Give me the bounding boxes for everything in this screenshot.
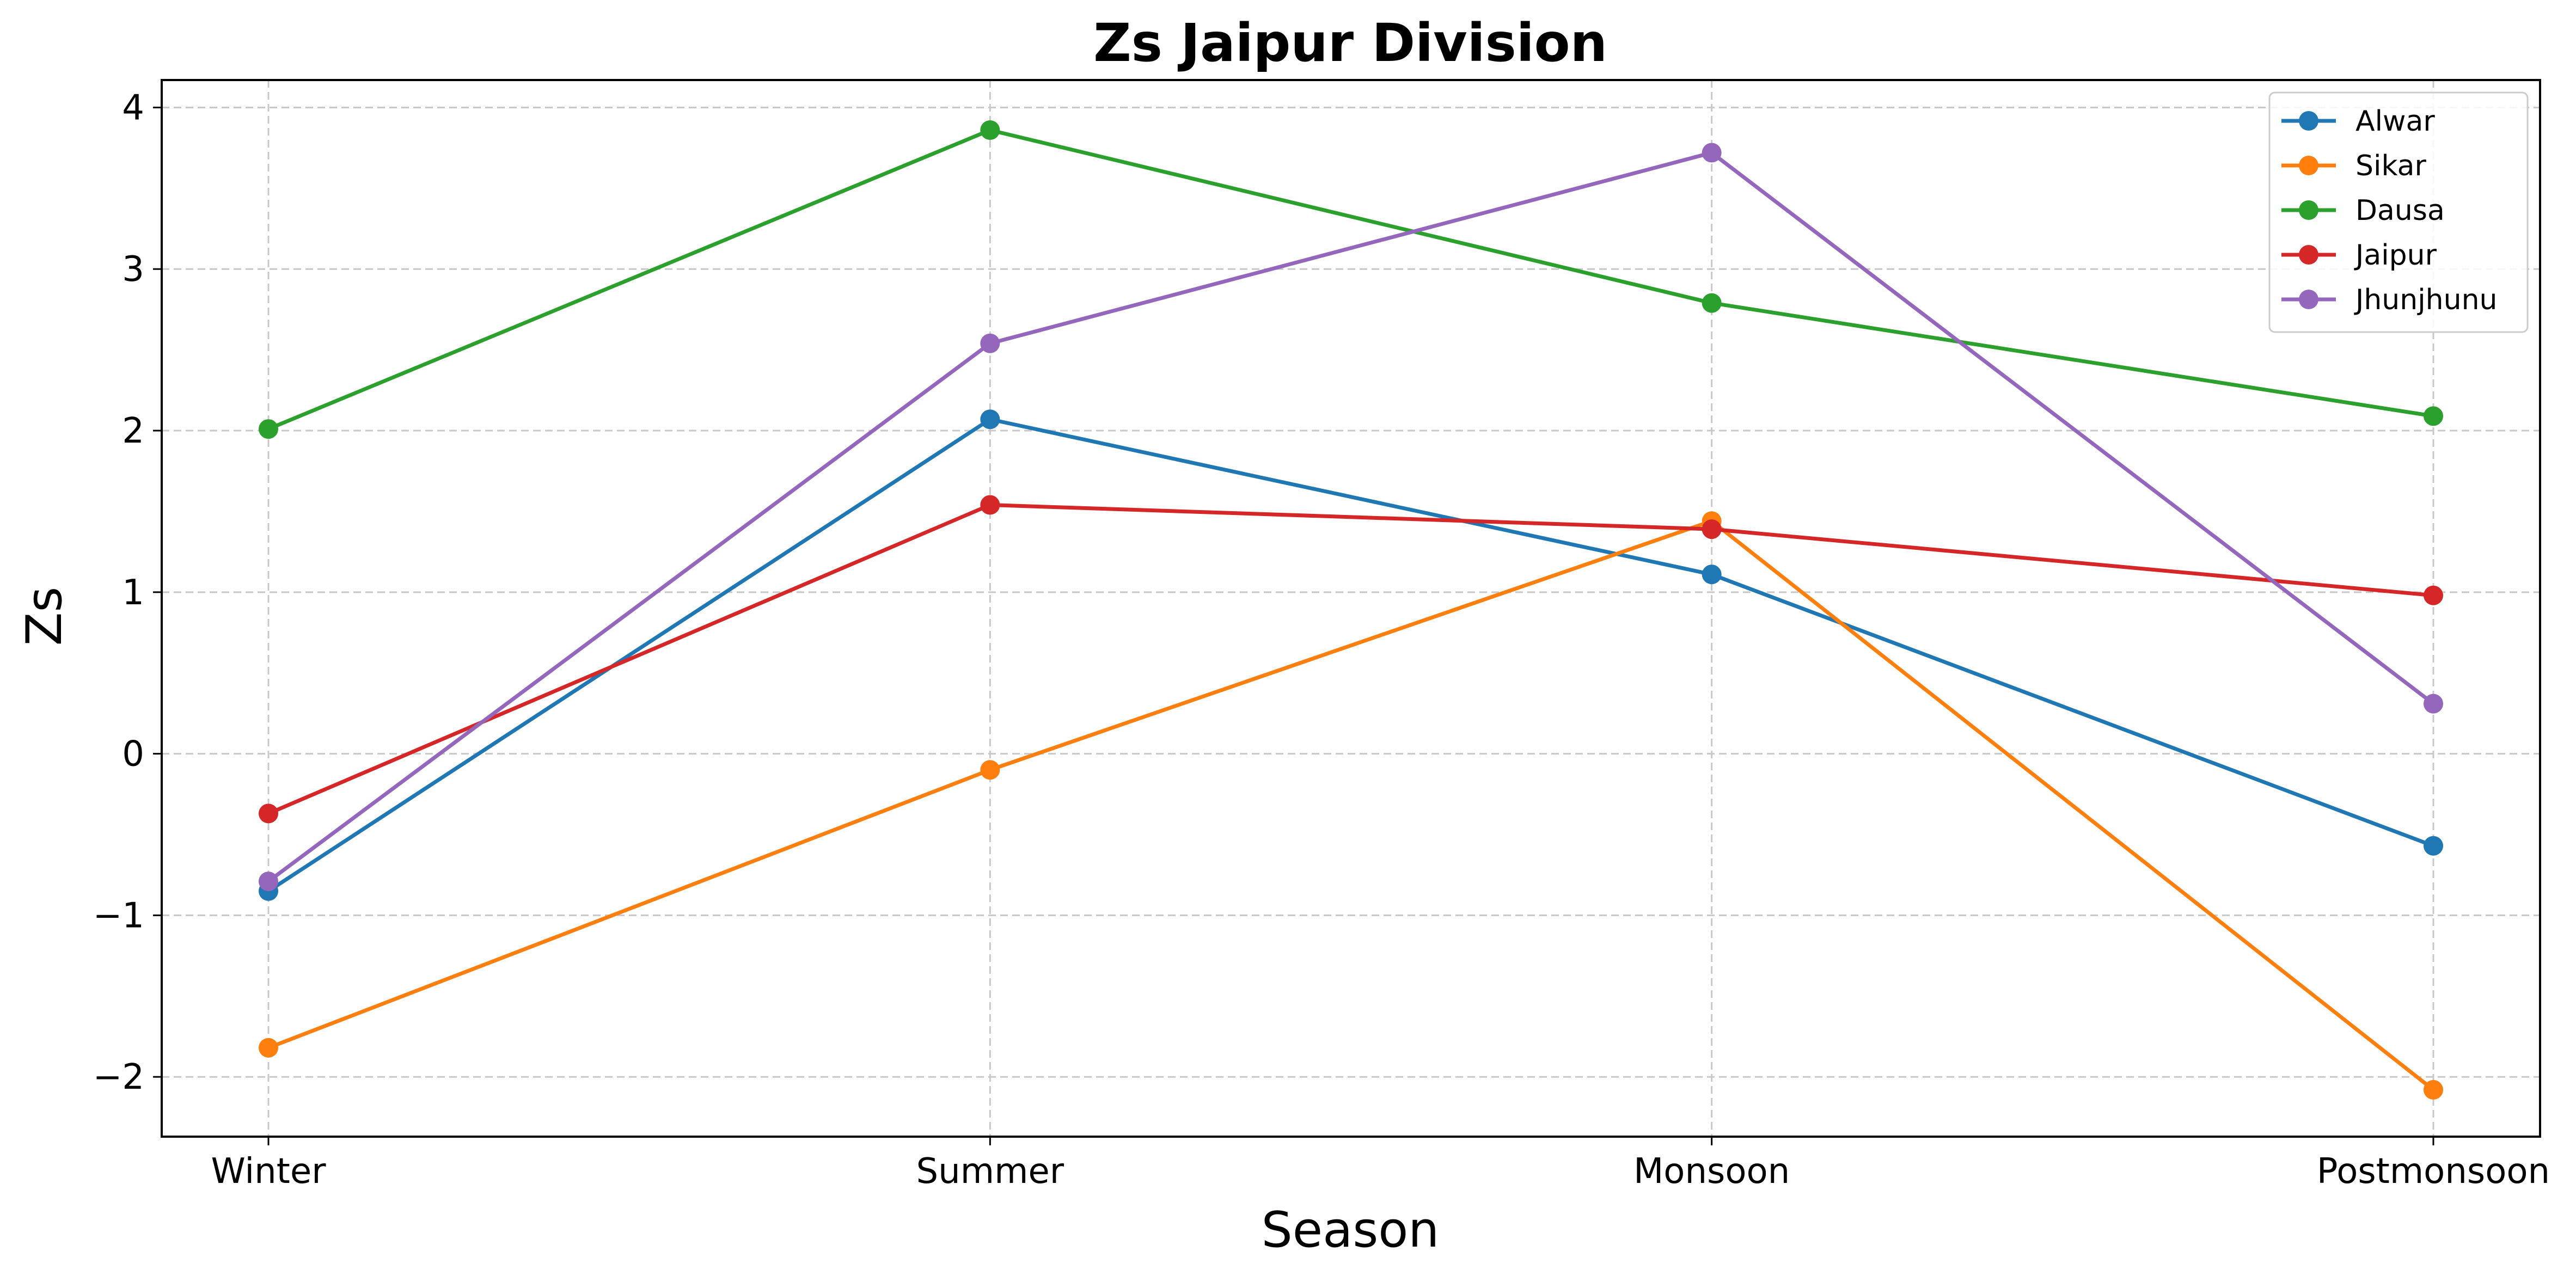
data-point-jhunjhunu — [1702, 143, 1722, 163]
data-point-dausa — [259, 419, 278, 439]
series-jhunjhunu — [259, 143, 2443, 892]
y-tick-label: −2 — [93, 1057, 144, 1097]
data-point-jaipur — [2424, 585, 2443, 605]
legend-swatch-marker — [2299, 245, 2318, 265]
data-point-jaipur — [259, 803, 278, 824]
legend-swatch-marker — [2299, 290, 2318, 309]
data-point-alwar — [980, 409, 1000, 430]
data-point-dausa — [2424, 406, 2443, 426]
y-tick-label: 3 — [122, 249, 144, 290]
data-point-sikar — [980, 760, 1000, 780]
series-line-jaipur — [267, 503, 2434, 815]
legend-swatch-marker — [2299, 111, 2318, 131]
x-axis-ticks: Winter Summer Monsoon Postmonsoon — [211, 1137, 2550, 1192]
legend-item-dausa: Dausa — [2281, 194, 2445, 227]
x-tick-label: Summer — [916, 1151, 1064, 1192]
gridlines — [162, 80, 2540, 1137]
data-point-dausa — [980, 120, 1000, 140]
legend-item-sikar: Sikar — [2281, 150, 2427, 182]
y-axis-ticks: −2 −1 0 1 2 3 4 — [93, 88, 162, 1097]
series-layer — [259, 120, 2443, 1100]
data-point-jaipur — [1702, 519, 1722, 539]
legend-swatch-marker — [2299, 200, 2318, 220]
x-tick-label: Winter — [211, 1151, 327, 1192]
legend-frame — [2268, 91, 2529, 333]
x-tick-label: Monsoon — [1633, 1151, 1790, 1192]
legend-label: Jaipur — [2354, 239, 2437, 272]
y-tick-label: 4 — [122, 88, 144, 128]
legend-item-jhunjhunu: Jhunjhunu — [2281, 284, 2497, 316]
x-tick-label: Postmonsoon — [2317, 1151, 2550, 1192]
series-line-sikar — [267, 519, 2435, 1091]
y-tick-label: 0 — [122, 734, 144, 775]
data-point-jaipur — [980, 495, 1000, 515]
legend-item-alwar: Alwar — [2281, 105, 2435, 138]
data-point-jhunjhunu — [2424, 694, 2443, 714]
y-tick-label: 1 — [122, 573, 144, 613]
y-tick-label: −1 — [93, 895, 144, 936]
series-line-jhunjhunu — [267, 151, 2435, 883]
y-tick-label: 2 — [122, 411, 144, 451]
legend-swatch-marker — [2299, 156, 2318, 175]
legend-label: Dausa — [2355, 194, 2445, 227]
data-point-jhunjhunu — [259, 872, 278, 892]
y-axis-label: Zs — [16, 587, 73, 646]
data-point-jhunjhunu — [980, 333, 1000, 353]
data-point-alwar — [1702, 565, 1722, 585]
legend: Alwar Sikar Dausa Jaipur Jhunjhunu — [2268, 91, 2529, 333]
series-line-dausa — [267, 128, 2434, 431]
data-point-sikar — [259, 1038, 278, 1058]
series-dausa — [259, 120, 2443, 439]
legend-item-jaipur: Jaipur — [2281, 239, 2437, 272]
chart-title: Zs Jaipur Division — [1093, 13, 1607, 73]
series-line-alwar — [267, 417, 2434, 893]
x-axis-label: Season — [1262, 1201, 1440, 1259]
legend-label: Alwar — [2355, 105, 2435, 138]
data-point-alwar — [2424, 836, 2443, 856]
data-point-sikar — [2424, 1079, 2443, 1100]
data-point-dausa — [1702, 293, 1722, 313]
series-jaipur — [259, 495, 2443, 824]
legend-label: Jhunjhunu — [2354, 284, 2497, 316]
plot-area-frame — [161, 79, 2541, 1138]
legend-label: Sikar — [2355, 150, 2427, 182]
